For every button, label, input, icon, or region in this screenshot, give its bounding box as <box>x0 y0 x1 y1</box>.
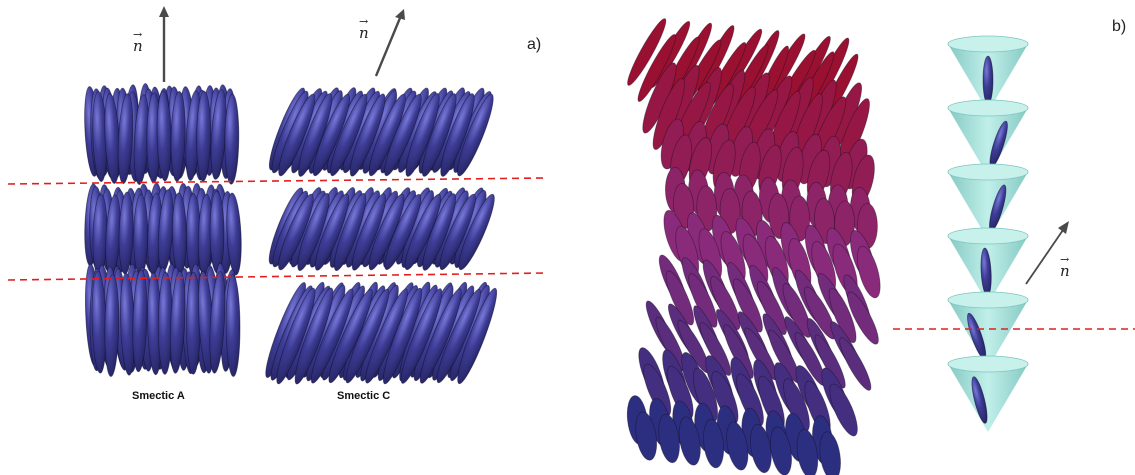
smectic-c-molecule <box>384 193 422 271</box>
precession-cone <box>947 99 1029 176</box>
smectic-c-molecule <box>333 193 367 271</box>
helix-molecule <box>710 276 741 330</box>
smectic-a-molecule <box>117 93 134 184</box>
helix-molecule <box>703 418 725 469</box>
smectic-a-molecule <box>209 270 226 374</box>
layer-boundary-line-lower <box>7 272 546 281</box>
smectic-c-molecule <box>351 193 386 271</box>
smectic-a-molecule <box>226 192 242 276</box>
helix-molecule <box>658 413 680 464</box>
smectic-c-molecule <box>345 288 390 384</box>
cone-molecule <box>971 376 988 424</box>
helix-molecule <box>847 291 879 345</box>
director-arrow-smectic-c <box>374 9 405 77</box>
smectic-c-molecule <box>278 193 314 271</box>
chiral-smectic-helix-molecules <box>626 18 881 475</box>
helix-molecule <box>804 286 836 340</box>
smectic-c-caption: Smectic C <box>337 390 391 402</box>
panel-label-b: b) <box>1112 18 1127 35</box>
smectic-a-molecule <box>132 269 148 373</box>
smectic-a-molecule <box>169 270 186 374</box>
smectic-c-molecule <box>330 93 368 177</box>
director-arrow-helix <box>1025 221 1069 285</box>
helix-molecule <box>789 195 811 242</box>
helix-molecule <box>819 431 841 475</box>
helix-molecule <box>856 245 881 299</box>
helix-molecule <box>770 426 792 475</box>
smectic-c-molecule <box>458 193 495 271</box>
cone-molecule <box>982 55 994 105</box>
smectic-c-molecule <box>312 93 351 177</box>
director-label-smectic-c: → n <box>359 15 369 42</box>
smectic-c-molecule <box>278 93 316 177</box>
smectic-a-molecule <box>185 271 201 375</box>
smectic-a-caption: Smectic A <box>132 390 185 402</box>
smectic-c-molecule <box>436 288 481 384</box>
precession-cones <box>947 35 1029 432</box>
panel-label-a: a) <box>527 36 542 53</box>
smectic-c-molecule <box>439 193 476 271</box>
helix-molecule <box>839 337 872 391</box>
helix-molecule <box>688 273 718 328</box>
smectic-a-molecule <box>133 194 149 277</box>
helix-molecule <box>635 411 658 461</box>
director-label-smectic-a: → n <box>133 28 143 55</box>
smectic-c-molecule <box>421 93 457 177</box>
smectic-c-molecule <box>310 288 354 384</box>
smectic-c-molecule <box>314 193 350 271</box>
helix-molecule <box>828 287 857 344</box>
helix-molecule <box>678 416 701 466</box>
helix-molecule <box>637 34 677 102</box>
smectic-c-molecule <box>276 287 316 385</box>
smectic-c-molecules <box>265 87 498 385</box>
layer-boundary-line-upper <box>7 177 546 185</box>
helix-molecule <box>665 270 695 326</box>
smectic-c-molecule <box>382 287 423 385</box>
smectic-a-molecule <box>225 274 241 377</box>
helix-molecule <box>726 421 749 471</box>
helix-molecule <box>796 428 819 475</box>
precession-cone <box>947 355 1029 432</box>
director-label-helix: → n <box>1060 253 1070 280</box>
smectic-a-molecules <box>84 83 242 377</box>
smectic-c-molecule <box>328 288 373 384</box>
smectic-c-molecule <box>384 93 422 177</box>
smectic-c-molecule <box>457 287 498 385</box>
smectic-c-molecule <box>294 287 334 385</box>
smectic-c-molecule <box>422 193 456 271</box>
helix-molecule <box>652 78 685 150</box>
smectic-c-molecule <box>419 288 462 384</box>
smectic-c-molecule <box>405 93 440 177</box>
smectic-a-molecule <box>209 190 225 274</box>
director-arrow-smectic-a <box>159 6 169 82</box>
helix-molecule <box>829 383 858 437</box>
helix-molecule <box>782 283 812 338</box>
smectic-c-molecule <box>349 93 386 177</box>
smectic-c-molecule <box>457 93 494 177</box>
helix-molecule <box>814 334 846 389</box>
helix-molecule <box>723 324 754 379</box>
smectic-a-molecule <box>224 93 240 185</box>
helix-molecule <box>756 280 787 336</box>
helix-molecule <box>627 18 667 86</box>
helix-molecule <box>750 423 772 474</box>
helix-molecule <box>732 278 763 333</box>
smectic-c-molecule <box>440 93 475 177</box>
smectic-c-molecule <box>400 288 443 384</box>
precession-cone <box>947 163 1029 240</box>
helix-molecule <box>699 322 732 376</box>
smectic-a-molecule <box>104 274 120 377</box>
smectic-c-molecule <box>297 193 330 271</box>
